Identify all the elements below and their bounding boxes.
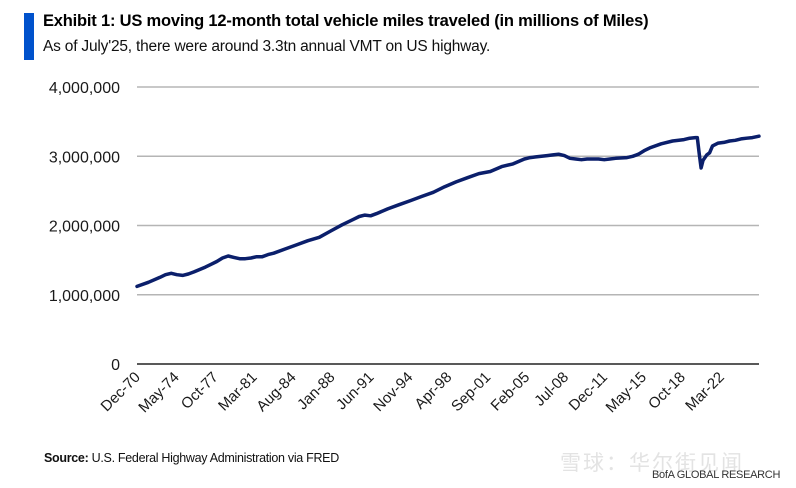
y-tick-label: 2,000,000 [49, 219, 120, 236]
x-tick-label: Feb-05 [488, 369, 534, 415]
chart-subtitle: As of July'25, there were around 3.3tn a… [43, 38, 491, 55]
x-tick-label: Jan-88 [294, 369, 338, 413]
x-tick-label: Oct-18 [645, 369, 689, 413]
x-axis-ticks: Dec-70May-74Oct-77Mar-81Aug-84Jan-88Jun-… [98, 369, 728, 416]
x-tick-label: May-15 [603, 369, 650, 416]
x-tick-label: Aug-84 [253, 369, 299, 415]
x-tick-label: Oct-77 [178, 369, 222, 413]
x-tick-label: Mar-22 [682, 369, 728, 415]
title-accent-bar [24, 13, 34, 60]
y-axis-ticks: 0 1,000,000 2,000,000 3,000,000 4,000,000 [49, 80, 120, 374]
x-tick-label: Nov-94 [370, 369, 416, 415]
x-tick-label: Dec-11 [566, 369, 611, 414]
x-tick-label: Mar-81 [215, 369, 261, 415]
x-tick-label: May-74 [135, 369, 182, 416]
watermark: 雪球：华尔街见闻 [560, 452, 744, 475]
source-text: U.S. Federal Highway Administration via … [91, 451, 340, 465]
gridlines [137, 86, 759, 296]
x-tick-label: Dec-70 [98, 369, 144, 415]
x-tick-label: Apr-98 [411, 369, 455, 413]
source-label: Source: [44, 451, 89, 465]
y-tick-label: 0 [111, 357, 120, 374]
y-tick-label: 1,000,000 [49, 288, 120, 305]
series-line-vmt [135, 134, 761, 289]
brand-label: BofA GLOBAL RESEARCH [652, 469, 781, 481]
x-tick-label: Jun-91 [333, 369, 377, 413]
y-tick-label: 4,000,000 [49, 80, 120, 97]
source-note: Source: U.S. Federal Highway Administrat… [44, 451, 339, 465]
y-tick-label: 3,000,000 [49, 149, 120, 166]
x-tick-label: Sep-01 [448, 369, 494, 415]
chart-title: Exhibit 1: US moving 12-month total vehi… [43, 12, 649, 30]
